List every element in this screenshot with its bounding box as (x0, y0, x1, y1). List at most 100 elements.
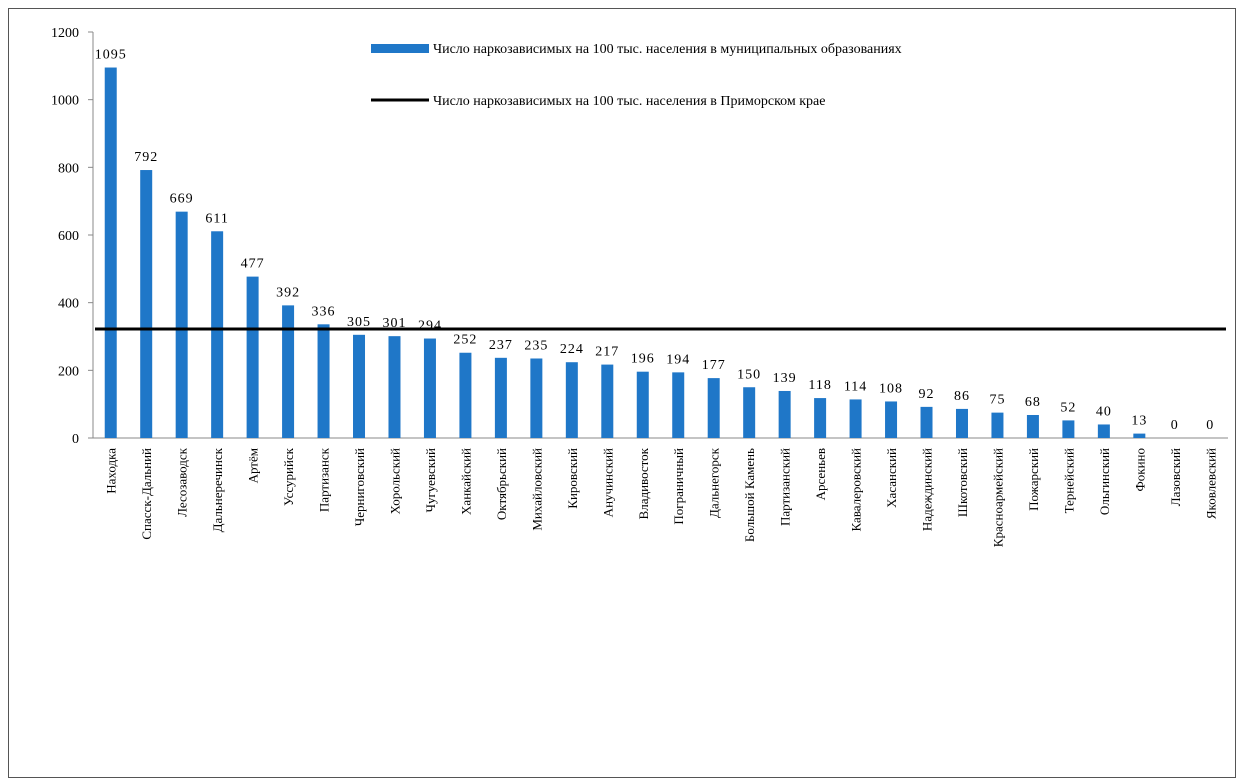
bar (1062, 420, 1075, 438)
x-tick-label: Находка (104, 448, 119, 494)
bar (672, 372, 685, 438)
data-label: 114 (844, 379, 867, 394)
x-tick-label: Лесозаводск (175, 447, 190, 517)
y-tick-label: 1200 (51, 26, 79, 41)
data-label: 235 (524, 338, 548, 353)
legend: Число наркозависимых на 100 тыс. населен… (371, 42, 902, 109)
data-label: 139 (773, 371, 797, 386)
data-label: 68 (1025, 395, 1041, 410)
bar (282, 305, 295, 438)
x-tick-label: Партизанск (317, 447, 332, 512)
data-label: 294 (418, 319, 442, 334)
data-label: 75 (989, 393, 1005, 408)
bar (211, 231, 224, 438)
x-tick-label: Хасанский (884, 448, 899, 508)
data-label: 196 (631, 352, 655, 367)
bar (814, 398, 827, 438)
x-tick-label: Дальнеречинск (210, 447, 225, 532)
data-label: 252 (453, 333, 477, 348)
x-tick-label: Арсеньев (813, 448, 828, 500)
y-tick-label: 400 (58, 297, 79, 312)
data-label: 177 (702, 358, 726, 373)
x-tick-label: Пожарский (1026, 448, 1041, 511)
x-tick-label: Кавалеровский (849, 448, 864, 531)
x-tick-label: Октябрьский (494, 448, 509, 520)
legend-swatch-bars (371, 44, 429, 53)
data-label: 611 (205, 211, 228, 226)
data-label: 108 (879, 381, 903, 396)
data-label: 86 (954, 389, 970, 404)
data-label: 392 (276, 285, 300, 300)
bar (494, 357, 507, 438)
bar (175, 211, 188, 438)
x-tick-label: Уссурийск (281, 447, 296, 506)
x-tick-label: Красноармейский (990, 448, 1005, 547)
x-tick-label: Спасск-Дальний (139, 448, 154, 540)
bar (1133, 433, 1146, 438)
data-label: 52 (1060, 400, 1076, 415)
data-label: 301 (382, 316, 406, 331)
data-label: 669 (170, 192, 194, 207)
data-label: 150 (737, 367, 761, 382)
x-tick-label: Хорольский (387, 448, 402, 514)
y-tick-label: 600 (58, 229, 79, 244)
x-tick-label: Тернейский (1061, 448, 1076, 513)
data-label: 118 (808, 378, 831, 393)
x-tick-label: Большой Камень (742, 448, 757, 542)
bar (636, 371, 649, 438)
data-label: 1095 (95, 48, 127, 63)
y-tick-label: 800 (58, 161, 79, 176)
data-label: 194 (666, 352, 690, 367)
bar (707, 378, 720, 438)
x-tick-label: Ольгинский (1097, 448, 1112, 515)
bar (104, 67, 117, 439)
x-tick-label: Яковлевский (1203, 448, 1218, 519)
data-labels: 1095 792 669 611 477 392 336 305 301 294 252 237 235… (95, 48, 1214, 433)
data-label: 13 (1131, 414, 1147, 429)
data-label: 305 (347, 315, 371, 330)
data-label: 224 (560, 342, 584, 357)
bar (530, 358, 543, 438)
bar (423, 338, 436, 438)
bar (743, 387, 756, 438)
bars (104, 67, 1146, 439)
x-tick-label: Анучинский (600, 448, 615, 517)
legend-label-line: Число наркозависимых на 100 тыс. населен… (433, 94, 825, 109)
bar (778, 390, 791, 438)
x-tick-label: Артём (246, 448, 261, 483)
bar (885, 401, 898, 438)
x-tick-label: Кировский (565, 448, 580, 509)
x-tick-label: Шкотовский (955, 448, 970, 517)
bar (955, 408, 968, 438)
x-tick-label: Ханкайский (458, 448, 473, 515)
data-label: 0 (1171, 418, 1179, 433)
bar (849, 399, 862, 438)
x-tick-label: Чугуевский (423, 448, 438, 512)
data-label: 217 (595, 345, 619, 360)
data-label: 0 (1206, 418, 1214, 433)
data-label: 477 (241, 257, 265, 272)
data-label: 92 (919, 387, 935, 402)
legend-label-bars: Число наркозависимых на 100 тыс. населен… (433, 42, 902, 57)
bar (246, 276, 259, 438)
x-tick-label: Лазовский (1168, 448, 1183, 506)
x-tick-label: Фокино (1132, 448, 1147, 492)
x-tick-label: Черниговский (352, 448, 367, 526)
data-label: 237 (489, 338, 513, 353)
x-tick-label: Надеждинский (920, 448, 935, 531)
x-tick-label: Владивосток (636, 447, 651, 519)
x-tick-label: Михайловский (529, 448, 544, 531)
data-label: 336 (312, 304, 336, 319)
bar (565, 362, 578, 438)
bar (920, 406, 933, 438)
bar (1026, 414, 1039, 438)
bar (991, 412, 1004, 438)
bar (353, 334, 366, 438)
bar (140, 170, 153, 439)
bar (388, 336, 401, 438)
y-tick-label: 0 (72, 432, 79, 447)
x-tick-label: Дальнегорск (707, 447, 722, 518)
x-tick-label: Пограничный (671, 448, 686, 525)
bar (459, 352, 472, 438)
